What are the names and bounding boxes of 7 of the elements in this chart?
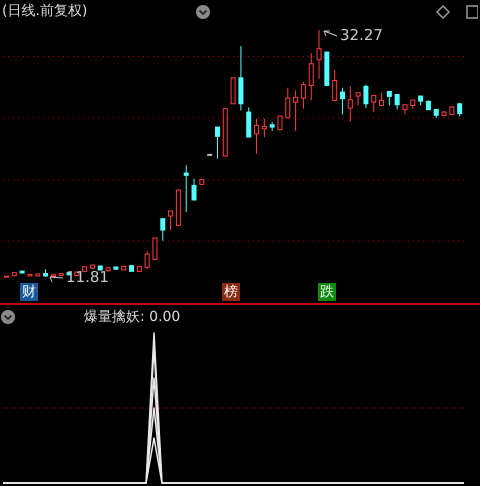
chart-title: 爆量擒妖: 0.00 <box>84 308 180 326</box>
chart-title: (日线.前复权) <box>2 2 88 20</box>
annotation: 11.81 <box>66 268 109 286</box>
text: 榜 <box>222 283 240 301</box>
annotation: 32.27 <box>340 26 383 44</box>
text: 跌 <box>318 283 336 301</box>
text: 财 <box>20 283 38 301</box>
